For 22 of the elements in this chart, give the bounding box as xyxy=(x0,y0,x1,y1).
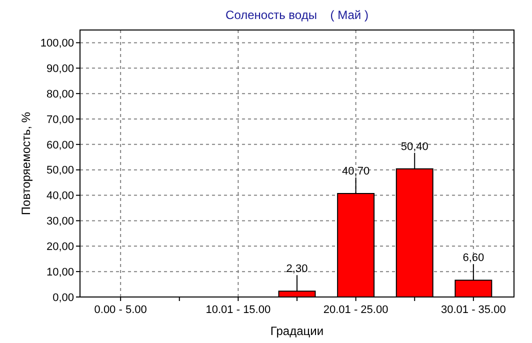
x-tick-label: 0.00 - 5.00 xyxy=(94,304,147,316)
y-tick-label: 80,00 xyxy=(46,88,74,100)
data-label: 50,40 xyxy=(400,140,428,153)
y-tick-label: 60,00 xyxy=(46,139,74,152)
x-tick-label: 20.01 - 25.00 xyxy=(323,304,388,316)
y-tick-label: 20,00 xyxy=(46,240,74,253)
data-label: 2,30 xyxy=(286,263,308,276)
x-tick-label: 10.01 - 15.00 xyxy=(206,304,271,316)
y-tick-label: 100,00 xyxy=(40,38,74,50)
y-tick-label: 0,00 xyxy=(52,292,74,304)
x-tick-label: 30.01 - 35.00 xyxy=(441,304,506,316)
y-tick-label: 40,00 xyxy=(46,190,74,202)
y-tick-label: 50,00 xyxy=(46,164,74,177)
x-axis-title: Градации xyxy=(270,324,324,338)
data-label: 6,60 xyxy=(462,252,484,264)
y-tick-label: 70,00 xyxy=(46,114,74,126)
data-label: 40,70 xyxy=(342,166,370,178)
y-axis-title: Повторяемость, % xyxy=(19,112,33,216)
y-tick-label: 10,00 xyxy=(46,266,74,278)
y-tick-label: 90,00 xyxy=(46,62,74,75)
y-tick-label: 30,00 xyxy=(46,216,74,228)
chart-title: Соленость воды ( Май ) xyxy=(226,8,368,22)
